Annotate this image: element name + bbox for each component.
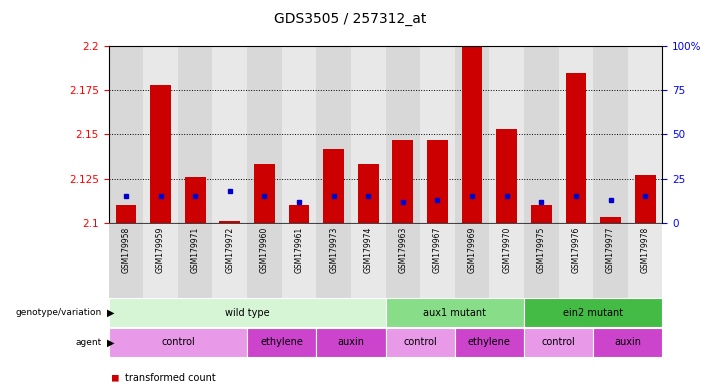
Bar: [566, 73, 586, 223]
Bar: [420, 46, 455, 223]
Bar: [524, 46, 559, 223]
Bar: [358, 164, 379, 223]
Text: GSM179959: GSM179959: [156, 227, 165, 273]
Text: GSM179960: GSM179960: [260, 227, 269, 273]
Bar: [420, 223, 455, 298]
Text: GSM179974: GSM179974: [364, 227, 373, 273]
Text: control: control: [161, 337, 195, 348]
Text: wild type: wild type: [225, 308, 269, 318]
Text: control: control: [542, 337, 576, 348]
Bar: [351, 223, 386, 298]
Text: auxin: auxin: [614, 337, 641, 348]
Text: GSM179973: GSM179973: [329, 227, 338, 273]
Text: GSM179975: GSM179975: [537, 227, 546, 273]
Text: ethylene: ethylene: [468, 337, 511, 348]
Bar: [628, 223, 662, 298]
Text: GSM179970: GSM179970: [502, 227, 511, 273]
Text: auxin: auxin: [337, 337, 365, 348]
Text: GSM179963: GSM179963: [398, 227, 407, 273]
Text: ▶: ▶: [107, 337, 115, 348]
Bar: [219, 221, 240, 223]
Bar: [316, 46, 351, 223]
Text: ein2 mutant: ein2 mutant: [563, 308, 623, 318]
Text: GSM179958: GSM179958: [121, 227, 130, 273]
Bar: [531, 205, 552, 223]
Bar: [212, 46, 247, 223]
Text: transformed count: transformed count: [125, 373, 215, 383]
Bar: [316, 223, 351, 298]
Bar: [282, 46, 316, 223]
Bar: [455, 223, 489, 298]
Bar: [185, 177, 205, 223]
Text: GSM179976: GSM179976: [571, 227, 580, 273]
Text: GSM179977: GSM179977: [606, 227, 615, 273]
Bar: [150, 85, 171, 223]
Bar: [116, 205, 137, 223]
Bar: [635, 175, 655, 223]
Text: genotype/variation: genotype/variation: [15, 308, 102, 317]
Bar: [462, 46, 482, 223]
Bar: [254, 164, 275, 223]
Bar: [143, 223, 178, 298]
Bar: [351, 46, 386, 223]
Text: ▶: ▶: [107, 308, 115, 318]
Bar: [496, 129, 517, 223]
Bar: [593, 223, 628, 298]
Bar: [386, 46, 420, 223]
Bar: [489, 223, 524, 298]
Bar: [386, 223, 420, 298]
Bar: [524, 223, 559, 298]
Bar: [489, 46, 524, 223]
Bar: [323, 149, 344, 223]
Bar: [427, 140, 448, 223]
Bar: [109, 223, 143, 298]
Text: agent: agent: [76, 338, 102, 347]
Text: ■: ■: [112, 373, 125, 383]
Text: aux1 mutant: aux1 mutant: [423, 308, 486, 318]
Bar: [178, 223, 212, 298]
Bar: [178, 46, 212, 223]
Bar: [247, 46, 282, 223]
Bar: [393, 140, 414, 223]
Text: GSM179969: GSM179969: [468, 227, 477, 273]
Bar: [559, 46, 593, 223]
Bar: [628, 46, 662, 223]
Bar: [247, 223, 282, 298]
Text: ethylene: ethylene: [260, 337, 303, 348]
Text: GDS3505 / 257312_at: GDS3505 / 257312_at: [274, 12, 427, 25]
Bar: [289, 205, 309, 223]
Bar: [559, 223, 593, 298]
Text: GSM179961: GSM179961: [294, 227, 304, 273]
Text: GSM179978: GSM179978: [641, 227, 650, 273]
Text: GSM179967: GSM179967: [433, 227, 442, 273]
Bar: [212, 223, 247, 298]
Text: GSM179972: GSM179972: [225, 227, 234, 273]
Bar: [593, 46, 628, 223]
Bar: [282, 223, 316, 298]
Bar: [600, 217, 621, 223]
Text: GSM179971: GSM179971: [191, 227, 200, 273]
Bar: [109, 46, 143, 223]
Bar: [143, 46, 178, 223]
Bar: [455, 46, 489, 223]
Text: control: control: [403, 337, 437, 348]
